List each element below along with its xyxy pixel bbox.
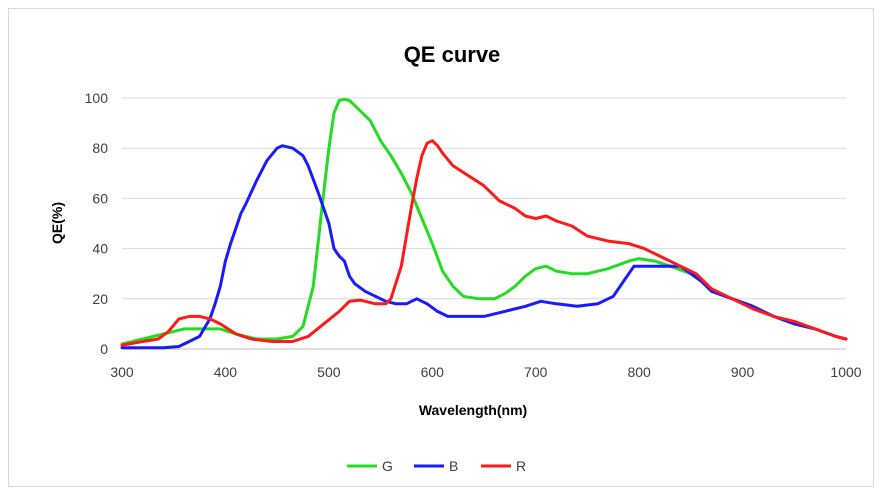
series-line-g: [122, 99, 846, 344]
chart-title: QE curve: [404, 42, 501, 67]
legend-label-b: B: [449, 458, 458, 474]
y-tick-label: 40: [92, 241, 108, 257]
series-line-b: [122, 146, 846, 348]
x-tick-label: 800: [627, 364, 651, 380]
y-tick-label: 20: [92, 291, 108, 307]
x-tick-label: 1000: [830, 364, 861, 380]
y-tick-label: 100: [85, 90, 109, 106]
x-tick-label: 700: [524, 364, 548, 380]
y-tick-label: 60: [92, 190, 108, 206]
x-tick-label: 500: [317, 364, 341, 380]
series-lines: [122, 99, 846, 347]
x-tick-label: 600: [421, 364, 445, 380]
gridlines: [122, 98, 846, 349]
y-tick-label: 0: [100, 341, 108, 357]
x-tick-label: 300: [110, 364, 134, 380]
x-axis-title: Wavelength(nm): [419, 402, 527, 418]
x-tick-label: 900: [731, 364, 755, 380]
y-tick-label: 80: [92, 140, 108, 156]
x-tick-label: 400: [214, 364, 238, 380]
legend-label-g: G: [382, 458, 393, 474]
y-axis-title: QE(%): [49, 202, 65, 244]
legend-label-r: R: [516, 458, 526, 474]
